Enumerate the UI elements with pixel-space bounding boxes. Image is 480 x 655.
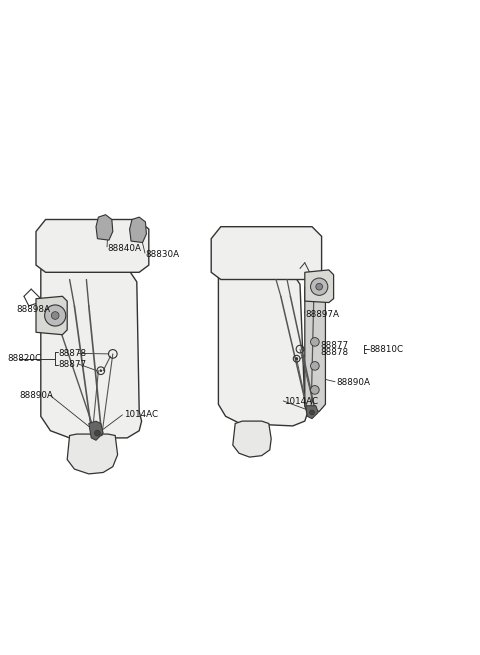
Polygon shape xyxy=(36,296,67,335)
Circle shape xyxy=(45,305,66,326)
Polygon shape xyxy=(305,284,325,411)
Text: 1014AC: 1014AC xyxy=(284,398,318,406)
Circle shape xyxy=(316,284,323,290)
Circle shape xyxy=(296,358,298,360)
Text: 88890A: 88890A xyxy=(19,391,53,400)
Text: 1014AC: 1014AC xyxy=(124,411,158,419)
Polygon shape xyxy=(218,263,307,426)
Text: 88890A: 88890A xyxy=(336,378,370,387)
Polygon shape xyxy=(41,258,142,438)
Polygon shape xyxy=(305,270,334,303)
Text: 88897A: 88897A xyxy=(306,310,340,318)
Text: 88820C: 88820C xyxy=(7,354,41,364)
Polygon shape xyxy=(89,421,103,440)
Circle shape xyxy=(311,337,319,346)
Polygon shape xyxy=(233,421,271,457)
Polygon shape xyxy=(306,405,318,419)
Polygon shape xyxy=(130,217,146,242)
Polygon shape xyxy=(96,215,113,240)
Text: 88840A: 88840A xyxy=(107,244,141,253)
Text: 88877: 88877 xyxy=(59,360,87,369)
Polygon shape xyxy=(67,434,118,474)
Text: 88810C: 88810C xyxy=(369,345,403,354)
Circle shape xyxy=(311,386,319,394)
Circle shape xyxy=(100,369,102,371)
Text: 88898A: 88898A xyxy=(17,305,51,314)
Circle shape xyxy=(95,430,100,436)
Text: 88878: 88878 xyxy=(320,348,348,358)
Text: 88830A: 88830A xyxy=(145,250,180,259)
Text: 88878: 88878 xyxy=(59,349,87,358)
Polygon shape xyxy=(36,219,149,272)
Circle shape xyxy=(51,312,59,320)
Text: 88877: 88877 xyxy=(320,341,348,350)
Circle shape xyxy=(310,410,314,415)
Circle shape xyxy=(311,362,319,370)
Circle shape xyxy=(311,278,328,295)
Polygon shape xyxy=(211,227,322,280)
